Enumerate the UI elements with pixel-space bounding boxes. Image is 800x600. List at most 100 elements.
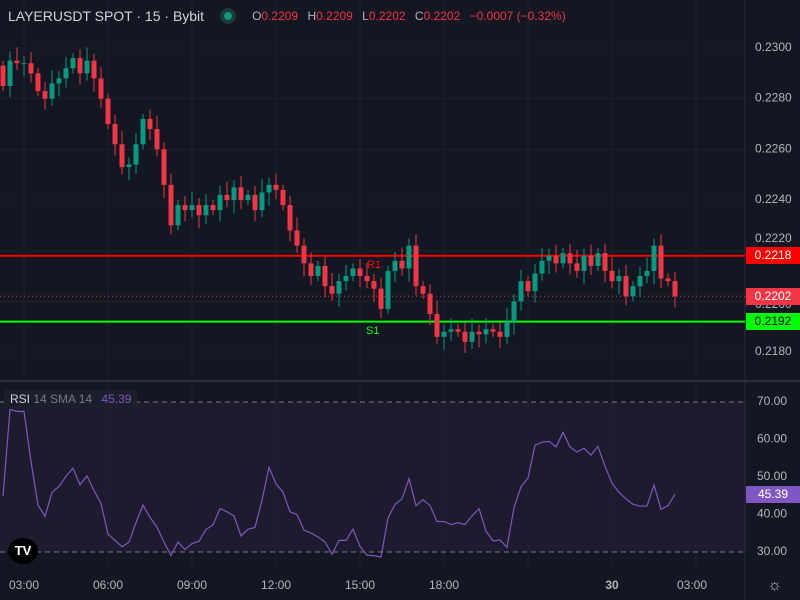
time-tick-label: 18:00 xyxy=(429,578,459,592)
candle-body xyxy=(350,268,356,277)
candle-body xyxy=(469,331,475,342)
candle-body xyxy=(196,205,202,216)
candle-body xyxy=(623,276,629,297)
candle-body xyxy=(42,91,48,99)
candle-body xyxy=(175,205,181,226)
time-tick-label: 09:00 xyxy=(177,578,207,592)
candle-body xyxy=(98,78,104,99)
candle-body xyxy=(441,331,447,337)
low-value: 0.2202 xyxy=(368,9,406,23)
candle-body xyxy=(609,270,615,282)
market-status-icon xyxy=(220,8,237,24)
candle-body xyxy=(420,286,426,294)
candle-body xyxy=(259,192,265,211)
candle-body xyxy=(245,194,251,201)
candle-body xyxy=(217,194,223,211)
candle-body xyxy=(147,118,153,130)
candle-body xyxy=(322,265,328,287)
candle-body xyxy=(644,270,650,277)
close-value: 0.2202 xyxy=(423,9,461,23)
candle-body xyxy=(343,276,349,282)
candle-body xyxy=(84,60,90,74)
candle-body xyxy=(210,205,216,211)
time-tick-label: 03:00 xyxy=(677,578,707,592)
time-tick-label: 06:00 xyxy=(93,578,123,592)
candle-body xyxy=(70,58,76,69)
tradingview-logo[interactable]: TV xyxy=(8,538,38,564)
candle-body xyxy=(574,263,580,271)
rsi-tick-label: 50.00 xyxy=(757,469,787,483)
candle-body xyxy=(630,286,636,297)
candle-body xyxy=(273,184,279,190)
price-tick-label: 0.2280 xyxy=(755,91,792,105)
candle-body xyxy=(483,329,489,335)
candle-body xyxy=(651,245,657,271)
candle-body xyxy=(35,73,41,92)
candle-body xyxy=(301,245,307,264)
candle-body xyxy=(112,124,118,145)
candle-body xyxy=(294,230,300,246)
candle-body xyxy=(399,260,405,269)
support-label: S1 xyxy=(366,325,379,337)
candle-body xyxy=(546,255,552,261)
candle-body xyxy=(476,331,482,335)
candle-body xyxy=(385,270,391,309)
rsi-legend[interactable]: RSI 14 SMA 14 45.39 xyxy=(4,390,138,408)
candle-body xyxy=(665,278,671,282)
rsi-value: 45.39 xyxy=(101,392,132,406)
candle-body xyxy=(280,189,286,206)
candle-body xyxy=(371,281,377,289)
support-price-tag: 0.2192 xyxy=(746,313,800,330)
candle-body xyxy=(182,205,188,211)
resistance-price-tag: 0.2218 xyxy=(746,247,800,264)
resistance-label: R1 xyxy=(367,259,381,271)
settings-gear-icon[interactable]: ☼ xyxy=(767,577,782,594)
chart-header: LAYERUSDT SPOT · 15 · Bybit O0.2209 H0.2… xyxy=(8,8,572,24)
candle-body xyxy=(336,281,342,294)
candle-body xyxy=(595,253,601,266)
symbol-title[interactable]: LAYERUSDT SPOT · 15 · Bybit xyxy=(8,8,205,24)
last-price-tag: 0.2202 xyxy=(746,288,800,305)
candle-body xyxy=(7,60,13,87)
candle-body xyxy=(364,276,370,282)
candle-body xyxy=(602,253,608,271)
candle-body xyxy=(154,129,160,150)
time-tick-label: 30 xyxy=(605,578,619,592)
rsi-tick-label: 60.00 xyxy=(757,432,787,446)
candle-body xyxy=(77,58,83,74)
candle-body xyxy=(133,144,139,165)
candle-body xyxy=(434,314,440,337)
candle-body xyxy=(189,205,195,211)
candle-body xyxy=(161,149,167,185)
candle-body xyxy=(448,329,454,332)
rsi-band xyxy=(0,402,745,552)
candle-body xyxy=(616,276,622,282)
candle-body xyxy=(238,187,244,201)
change-value: −0.0007 (−0.32%) xyxy=(469,9,566,23)
candle-body xyxy=(518,281,524,302)
candle-body xyxy=(392,260,398,271)
candle-body xyxy=(56,78,62,84)
rsi-tick-label: 70.00 xyxy=(757,394,787,408)
candle-body xyxy=(539,260,545,274)
candle-body xyxy=(637,276,643,287)
high-value: 0.2209 xyxy=(316,9,353,23)
candle-body xyxy=(532,273,538,292)
time-tick-label: 15:00 xyxy=(345,578,375,592)
candle-body xyxy=(266,184,272,193)
candle-body xyxy=(588,255,594,266)
candle-body xyxy=(28,63,34,74)
candle-body xyxy=(378,288,384,309)
candle-body xyxy=(560,253,566,264)
candle-body xyxy=(252,194,258,211)
candle-body xyxy=(504,321,510,337)
candle-body xyxy=(140,118,146,145)
time-tick-label: 12:00 xyxy=(261,578,291,592)
rsi-line xyxy=(2,408,676,558)
candle-body xyxy=(91,60,97,79)
candle-body xyxy=(105,98,111,125)
candle-body xyxy=(553,255,559,264)
rsi-tick-label: 30.00 xyxy=(757,544,787,558)
candle-body xyxy=(203,205,209,216)
